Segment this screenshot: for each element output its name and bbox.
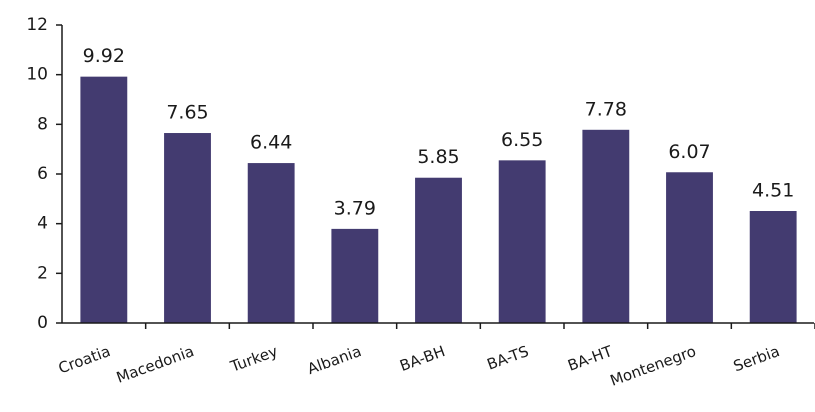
bar <box>498 160 546 323</box>
y-tick-label: 4 <box>37 214 48 234</box>
x-tick-label: Macedonia <box>114 342 196 387</box>
data-label: 5.85 <box>417 146 459 168</box>
bar <box>247 163 295 323</box>
x-tick-label: Turkey <box>227 342 280 376</box>
bar <box>331 228 379 323</box>
data-label: 7.65 <box>166 102 208 124</box>
bar <box>582 129 630 323</box>
data-label: 6.44 <box>250 132 292 154</box>
x-tick-label: Croatia <box>56 342 113 377</box>
y-tick-label: 12 <box>26 15 48 35</box>
x-tick-label: BA-HT <box>565 342 615 375</box>
data-label: 3.79 <box>334 197 376 219</box>
y-tick-label: 10 <box>26 65 48 85</box>
data-label: 4.51 <box>752 180 794 202</box>
x-tick-label: BA-BH <box>397 342 447 375</box>
y-tick-label: 6 <box>37 164 48 184</box>
bar <box>415 177 462 323</box>
data-label: 7.78 <box>585 98 627 120</box>
x-tick-label: BA-TS <box>485 342 532 374</box>
data-label: 6.07 <box>668 141 710 163</box>
x-tick-label: Montenegro <box>608 342 699 390</box>
y-tick-label: 8 <box>37 114 48 134</box>
y-tick-label: 2 <box>37 263 48 283</box>
bar <box>666 172 713 323</box>
data-label: 9.92 <box>83 45 125 67</box>
y-tick-label: 0 <box>37 313 48 333</box>
bar <box>749 211 797 323</box>
bar <box>164 133 211 323</box>
x-tick-label: Albania <box>305 342 364 378</box>
bar <box>80 76 128 323</box>
data-label: 6.55 <box>501 129 543 151</box>
x-tick-label: Serbia <box>731 342 782 375</box>
